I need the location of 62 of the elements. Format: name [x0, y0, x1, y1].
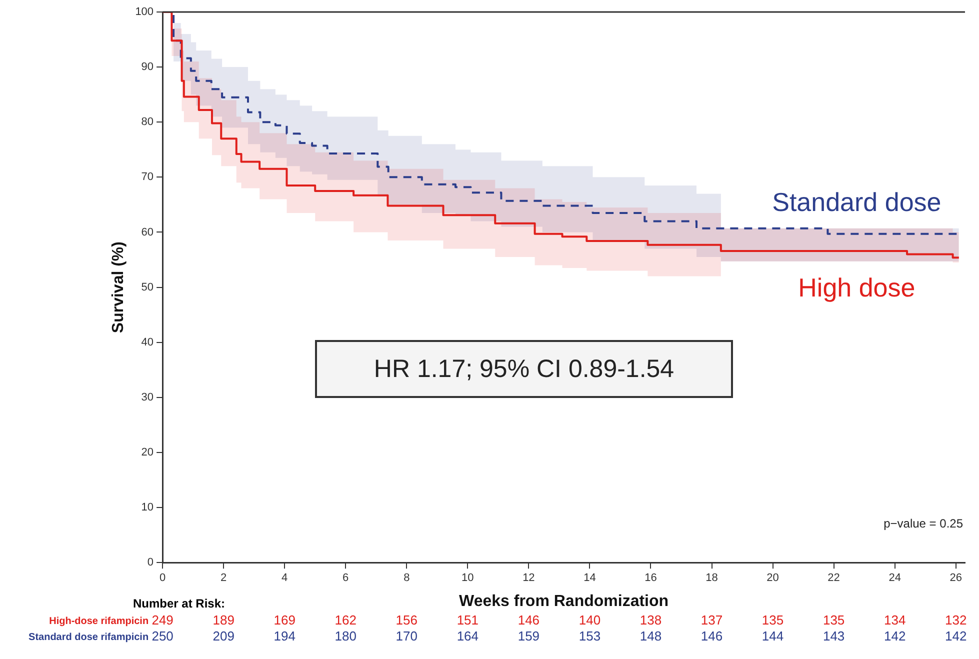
text: 146	[518, 612, 540, 628]
x-tick-label: 22	[828, 572, 840, 584]
annotation: p−value = 0.25	[884, 516, 964, 530]
y-tick-label: 100	[135, 6, 154, 18]
y-axis-title: Survival (%)	[110, 242, 128, 334]
y-tick-label: 20	[141, 446, 154, 459]
text: Number at Risk:	[133, 596, 226, 610]
text: 135	[762, 612, 784, 628]
text: 140	[578, 612, 601, 628]
text: 159	[518, 628, 540, 644]
x-tick-label: 0	[159, 572, 166, 584]
y-tick-label: 0	[147, 556, 154, 569]
x-tick-label: 12	[522, 572, 535, 584]
text: 142	[944, 628, 967, 644]
text: 144	[762, 628, 784, 644]
y-tick-label: 80	[141, 116, 154, 128]
x-tick-label: 8	[404, 572, 410, 584]
text: 134	[884, 612, 906, 628]
text: 209	[212, 628, 234, 644]
x-tick-label: 10	[462, 572, 474, 584]
text: 162	[334, 612, 356, 628]
text: 143	[822, 628, 845, 644]
y-tick-label: 10	[141, 502, 154, 514]
text: 146	[700, 628, 723, 644]
text: High-dose rifampicin	[49, 616, 149, 627]
x-tick-label: 4	[282, 572, 288, 584]
text: 169	[274, 612, 296, 628]
x-tick-label: 6	[342, 572, 349, 584]
y-tick-label: 70	[141, 171, 154, 184]
y-tick-label: 50	[141, 281, 154, 294]
y-tick-label: 90	[141, 61, 154, 74]
x-tick-label: 24	[888, 572, 901, 584]
text: 138	[640, 612, 662, 628]
text: 137	[700, 612, 723, 628]
text: 180	[334, 628, 356, 644]
series-label: Standard dose	[772, 187, 942, 218]
y-tick-label: 60	[141, 226, 154, 238]
y-tick-label: 30	[141, 391, 154, 404]
text: 132	[944, 612, 967, 628]
x-tick-label: 2	[220, 572, 227, 584]
text: 170	[396, 628, 418, 644]
text: 135	[822, 612, 845, 628]
text: 151	[456, 612, 479, 628]
text: Standard dose rifampicin	[28, 632, 149, 643]
annotation: HR 1.17; 95% CI 0.89-1.54	[374, 354, 674, 384]
series-label: High dose	[798, 272, 916, 303]
text: 250	[152, 628, 174, 644]
x-axis-title: Weeks from Randomization	[459, 592, 669, 610]
text: 148	[640, 628, 662, 644]
y-tick-label: 40	[141, 336, 154, 348]
text: 189	[212, 612, 234, 628]
text: 142	[884, 628, 906, 644]
text: 249	[152, 612, 174, 628]
x-tick-label: 20	[766, 572, 779, 584]
x-tick-label: 16	[644, 572, 657, 584]
text: 194	[274, 628, 296, 644]
x-tick-label: 26	[950, 572, 962, 584]
x-tick-label: 18	[706, 572, 718, 584]
text: 156	[396, 612, 418, 628]
text: 153	[578, 628, 601, 644]
x-tick-label: 14	[584, 572, 596, 584]
text: 164	[456, 628, 479, 644]
